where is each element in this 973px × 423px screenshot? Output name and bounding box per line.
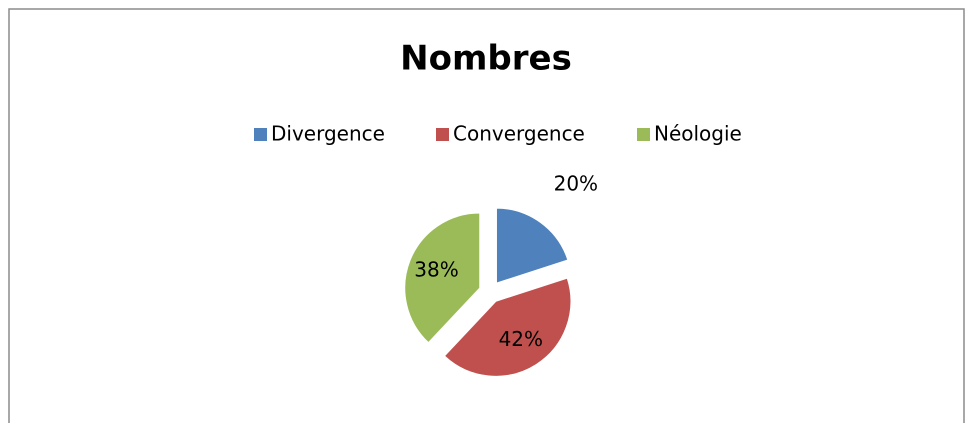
- chart-title: Nombres: [400, 39, 572, 79]
- legend-label: Convergence: [453, 122, 585, 146]
- data-label: 42%: [499, 327, 543, 351]
- legend-swatch: [254, 128, 267, 141]
- pie-slice: [495, 207, 569, 284]
- pie-slice: [443, 277, 572, 377]
- data-label: 20%: [554, 172, 598, 196]
- legend-swatch: [436, 128, 449, 141]
- legend-label: Néologie: [654, 122, 742, 146]
- legend-label: Divergence: [271, 122, 385, 146]
- chart-border: [8, 8, 965, 423]
- pie-slice: [404, 212, 481, 344]
- data-label: 38%: [414, 257, 458, 281]
- legend-swatch: [637, 128, 650, 141]
